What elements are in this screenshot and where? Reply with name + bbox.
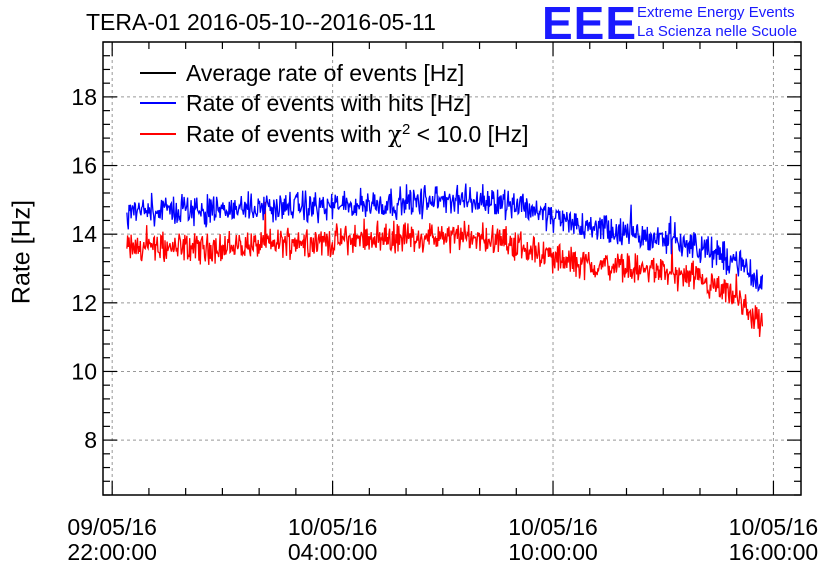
- x-tick-label-time: 22:00:00: [67, 539, 157, 565]
- legend-label: Rate of events with χ2 < 10.0 [Hz]: [186, 121, 529, 149]
- y-tick-label: 16: [71, 153, 97, 179]
- x-tick-label-date: 10/05/16: [508, 514, 598, 540]
- series-chi2-line: [126, 201, 764, 337]
- x-tick-label-date: 09/05/16: [67, 514, 157, 540]
- y-tick-label: 18: [71, 84, 97, 110]
- legend-label: Rate of events with hits [Hz]: [186, 90, 471, 116]
- eee-logo: EEE: [542, 0, 638, 49]
- x-tick-label-time: 04:00:00: [288, 539, 378, 565]
- logo-caption-line2: La Scienza nelle Scuole: [637, 23, 798, 40]
- y-tick-label: 12: [71, 290, 97, 316]
- series-hits-line: [126, 183, 764, 293]
- logo-caption: Extreme Energy Events La Scienza nelle S…: [637, 3, 797, 41]
- x-tick-label-date: 10/05/16: [729, 514, 819, 540]
- y-tick-label: 10: [71, 358, 97, 384]
- x-tick-label-time: 16:00:00: [729, 539, 819, 565]
- x-tick-label-time: 10:00:00: [508, 539, 598, 565]
- y-tick-label: 8: [84, 427, 97, 453]
- y-tick-label: 14: [71, 221, 97, 247]
- legend-label: Average rate of events [Hz]: [186, 60, 464, 86]
- logo-caption-line1: Extreme Energy Events: [637, 4, 795, 21]
- chart-title: TERA-01 2016-05-10--2016-05-11: [86, 9, 436, 35]
- x-tick-label-date: 10/05/16: [288, 514, 378, 540]
- plot-frame: [102, 41, 802, 496]
